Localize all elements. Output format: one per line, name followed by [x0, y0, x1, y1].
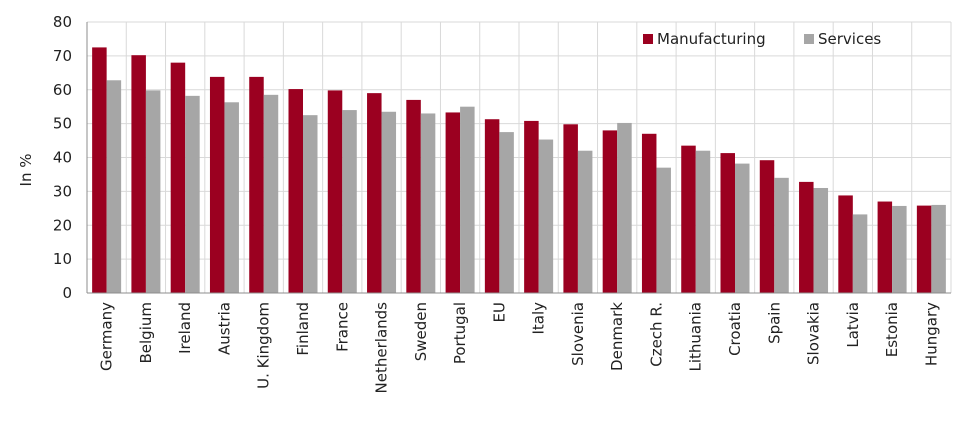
bar-services: [145, 90, 161, 294]
bar-services: [695, 150, 711, 293]
bars: [92, 47, 946, 294]
y-tick-label: 70: [53, 47, 72, 65]
bar-manufacturing: [209, 76, 225, 293]
bar-manufacturing: [877, 201, 893, 293]
y-tick-label: 0: [62, 284, 72, 302]
bar-manufacturing: [406, 99, 421, 293]
bar-services: [892, 205, 907, 293]
bar-manufacturing: [641, 133, 657, 293]
bar-manufacturing: [92, 47, 107, 293]
x-tick-label: Germany: [98, 302, 116, 371]
bar-services: [931, 204, 946, 293]
bar-services: [342, 110, 357, 293]
bar-services: [224, 102, 239, 293]
x-tick-label: Belgium: [137, 302, 155, 364]
bar-manufacturing: [759, 160, 775, 293]
bar-services: [381, 111, 397, 293]
bar-manufacturing: [170, 62, 186, 294]
bar-services: [185, 95, 200, 293]
x-tick-label: Portugal: [451, 302, 469, 364]
legend-label-services: Services: [818, 30, 881, 48]
bar-services: [577, 150, 593, 293]
bar-manufacturing: [484, 119, 500, 293]
bar-services: [420, 113, 436, 294]
bar-services: [617, 122, 632, 293]
x-tick-label: Croatia: [726, 302, 744, 356]
x-tick-label: Netherlands: [373, 302, 391, 394]
x-tick-label: Finland: [294, 302, 312, 356]
bar-services: [106, 80, 122, 293]
bar-manufacturing: [249, 76, 264, 293]
bar-manufacturing: [681, 145, 696, 293]
x-tick-label: Slovakia: [805, 302, 823, 365]
bar-manufacturing: [327, 90, 343, 294]
bar-services: [303, 115, 318, 293]
legend: Manufacturing Services: [643, 30, 881, 48]
x-axis: Germany Belgium Ireland Austria U. Kingdom Fi…: [87, 292, 951, 394]
y-tick-label: 30: [53, 182, 72, 200]
y-tick-label: 10: [53, 250, 72, 268]
bar-services: [460, 106, 475, 293]
legend-label-manufacturing: Manufacturing: [657, 30, 766, 48]
bar-services: [735, 163, 750, 293]
bar-services: [499, 132, 514, 293]
x-tick-label: U. Kingdom: [255, 302, 273, 389]
bar-services: [263, 94, 279, 293]
x-tick-label: France: [333, 302, 351, 352]
y-tick-label: 40: [53, 149, 72, 167]
y-tick-label: 60: [53, 81, 72, 99]
y-tick-label: 50: [53, 115, 72, 133]
y-tick-label: 20: [53, 216, 72, 234]
bar-manufacturing: [602, 130, 618, 293]
x-tick-label: EU: [490, 302, 508, 322]
bar-services: [656, 167, 671, 293]
bar-services: [813, 187, 829, 293]
x-tick-label: Hungary: [922, 302, 940, 366]
bar-manufacturing: [288, 89, 303, 293]
bar-manufacturing: [445, 112, 461, 293]
x-tick-label: Latvia: [844, 302, 862, 348]
bar-manufacturing: [131, 55, 146, 294]
x-tick-label: Denmark: [608, 302, 626, 371]
y-axis: 0 10 20 30 40 50 60 70 80: [53, 13, 88, 302]
bar-manufacturing: [367, 93, 382, 293]
legend-swatch-manufacturing: [643, 34, 653, 44]
bar-services: [538, 139, 554, 293]
y-axis-label: In %: [17, 154, 35, 187]
x-tick-label: Ireland: [176, 302, 194, 354]
bar-manufacturing: [720, 153, 735, 293]
x-tick-label: Slovenia: [569, 302, 587, 366]
x-tick-label: Czech R.: [647, 302, 665, 367]
x-tick-label: Spain: [765, 302, 783, 344]
bar-manufacturing: [838, 195, 853, 293]
bar-manufacturing: [916, 205, 932, 293]
bar-services: [852, 214, 868, 293]
x-tick-label: Austria: [215, 302, 233, 355]
bar-manufacturing: [524, 120, 539, 293]
x-tick-label: Estonia: [883, 302, 901, 357]
x-tick-label: Italy: [530, 302, 548, 335]
bar-services: [774, 177, 789, 293]
y-tick-label: 80: [53, 13, 72, 31]
bar-manufacturing: [799, 181, 814, 293]
x-tick-label: Sweden: [412, 302, 430, 361]
legend-swatch-services: [804, 34, 814, 44]
x-tick-label: Lithuania: [687, 302, 705, 371]
bar-manufacturing: [563, 124, 578, 294]
